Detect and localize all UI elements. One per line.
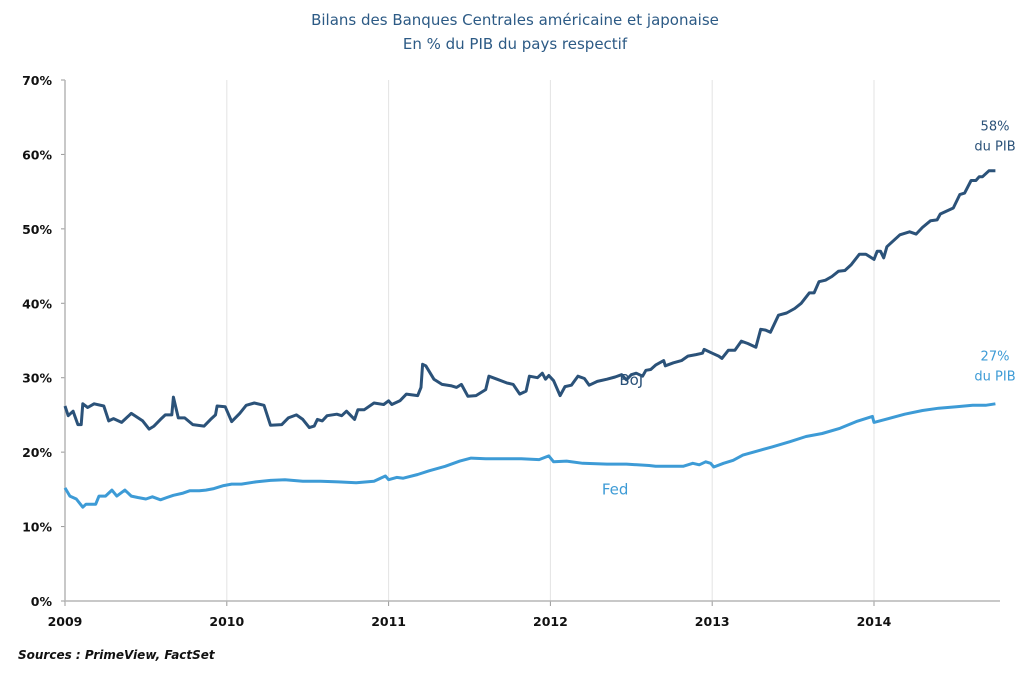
chart-title: Bilans des Banques Centrales américaine … xyxy=(311,11,719,29)
x-tick-label: 2011 xyxy=(371,614,406,629)
end-value-annotation: 58% xyxy=(981,120,1010,135)
series-line-fed xyxy=(63,402,996,509)
y-tick-label: 60% xyxy=(22,147,52,162)
series-label-fed: Fed xyxy=(602,481,629,499)
source-note: Sources : PrimeView, FactSet xyxy=(18,648,216,662)
series-line-boj xyxy=(63,169,996,431)
y-tick-label: 10% xyxy=(22,520,52,535)
end-value-annotation: 27% xyxy=(981,350,1010,365)
series-labels: BoJ 58% du PIB Fed 27% du PIB xyxy=(602,120,1016,499)
y-tick-label: 50% xyxy=(22,222,52,237)
y-tick-label: 30% xyxy=(22,371,52,386)
y-tick-label: 70% xyxy=(22,73,52,88)
x-tick-label: 2012 xyxy=(533,614,568,629)
x-tick-label: 2014 xyxy=(857,614,892,629)
gridlines xyxy=(226,80,875,601)
end-value-annotation: du PIB xyxy=(974,370,1015,385)
x-tick-label: 2009 xyxy=(48,614,83,629)
series-label-boj: BoJ xyxy=(619,371,643,389)
y-tick-label: 40% xyxy=(22,296,52,311)
x-tick-label: 2010 xyxy=(209,614,244,629)
axes: 2009 2010 2011 2012 2013 2014 0% 10% 20% 30% 40% 50… xyxy=(22,73,1000,629)
series-lines xyxy=(63,169,996,509)
end-value-annotation: du PIB xyxy=(974,140,1015,155)
x-tick-label: 2013 xyxy=(695,614,730,629)
y-tick-label: 20% xyxy=(22,445,52,460)
chart-subtitle: En % du PIB du pays respectif xyxy=(403,35,628,53)
y-tick-label: 0% xyxy=(31,594,53,609)
